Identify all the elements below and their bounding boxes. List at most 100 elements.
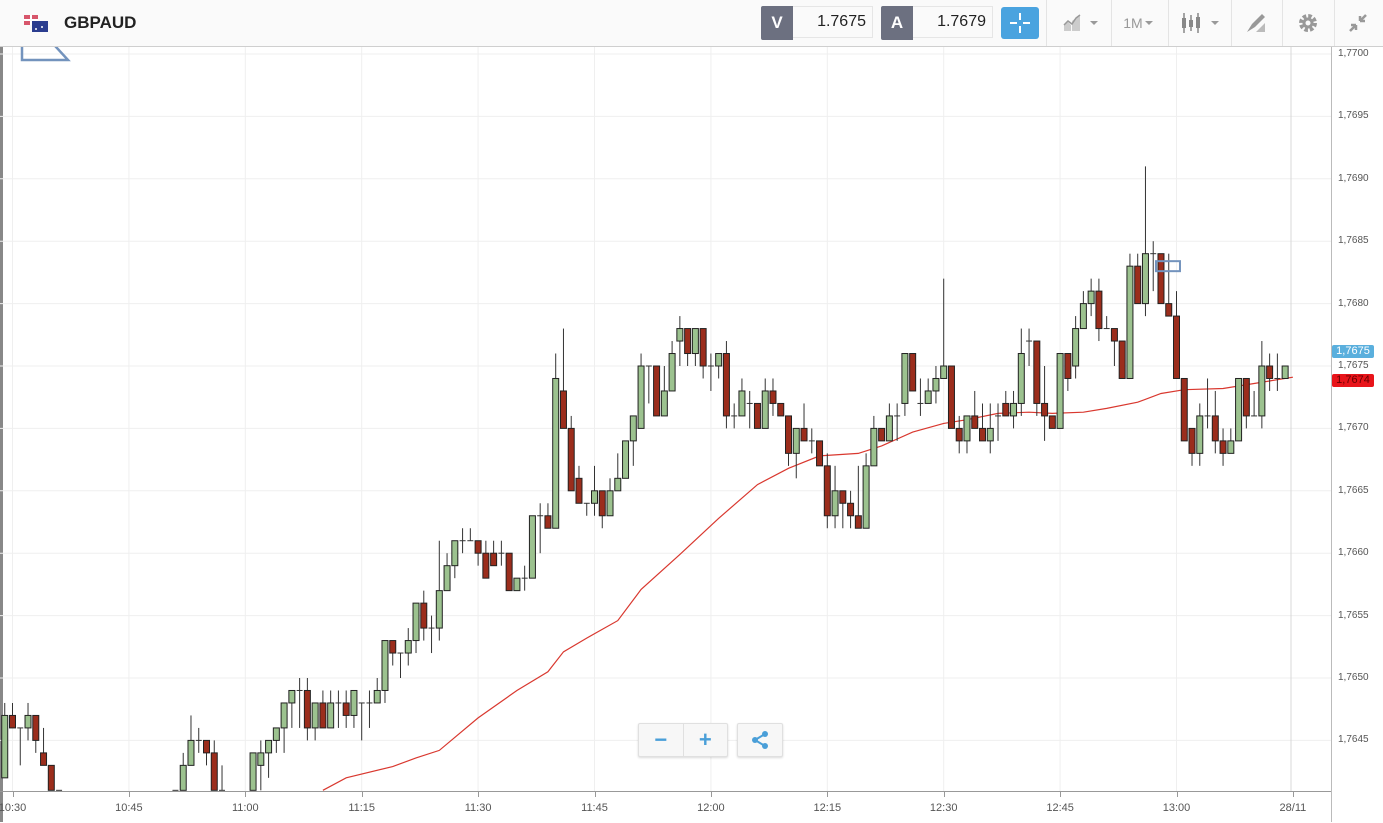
zoom-in-button[interactable]: +: [698, 727, 712, 752]
candle: [265, 739, 273, 778]
candle: [800, 403, 808, 442]
time-axis[interactable]: 10:30 10:45 11:00 11:15 11:30 11:45 12:00 12:15…: [0, 791, 1331, 823]
selection-marker[interactable]: [1154, 260, 1181, 273]
time-tick-label: 13:00: [1162, 802, 1191, 814]
draw-tool-button[interactable]: [1236, 0, 1276, 46]
candle-body: [722, 353, 730, 417]
candle: [381, 640, 389, 703]
candle-body: [839, 490, 847, 504]
candle-body: [272, 727, 280, 741]
candle: [676, 316, 684, 366]
candle-body: [955, 427, 963, 442]
time-tick-label: 12:15: [813, 802, 842, 814]
candlestick-chart[interactable]: [0, 47, 1331, 791]
candle-body: [1017, 353, 1025, 404]
candle-body: [1141, 253, 1149, 305]
candle-body: [699, 328, 707, 367]
candle: [482, 540, 490, 579]
zoom-out-button[interactable]: −: [639, 724, 684, 756]
candle-body: [1173, 315, 1180, 379]
candle: [606, 478, 614, 517]
candle-body: [288, 689, 296, 704]
ask-quote[interactable]: A 1.7679: [881, 6, 993, 40]
candle: [917, 378, 924, 416]
candle: [1134, 253, 1142, 305]
time-tick-label: 10:30: [0, 802, 27, 814]
bid-quote[interactable]: V 1.7675: [761, 6, 873, 40]
candle: [1227, 428, 1235, 454]
timeframe-dropdown[interactable]: 1M: [1113, 0, 1165, 46]
candle: [629, 415, 637, 466]
candle: [319, 690, 327, 729]
candle-body: [420, 602, 428, 629]
crosshair-button[interactable]: [1001, 7, 1039, 39]
candle: [1056, 353, 1064, 429]
collapse-button[interactable]: [1338, 0, 1378, 46]
candle-body: [637, 365, 645, 429]
candle: [924, 378, 932, 404]
candle: [668, 341, 676, 392]
candle: [1211, 390, 1219, 454]
candle-body: [1087, 290, 1095, 305]
candle: [1242, 377, 1250, 429]
candle: [24, 702, 32, 741]
candle-body: [567, 427, 575, 492]
candle-body: [404, 640, 412, 654]
time-tick-label: 11:15: [348, 802, 376, 814]
candle-body: [940, 365, 948, 379]
candle: [955, 415, 963, 454]
share-button[interactable]: [737, 723, 783, 757]
chart-type-button[interactable]: [1052, 0, 1108, 46]
price-tick-label: 1,7665: [1338, 484, 1369, 496]
candle: [847, 490, 855, 529]
candle: [1258, 341, 1266, 429]
candle-body: [1157, 253, 1165, 305]
candle: [746, 390, 753, 429]
candle: [195, 727, 202, 753]
candle: [699, 328, 707, 379]
time-tick: [245, 792, 247, 797]
candle-body: [210, 752, 218, 791]
candle-body: [528, 515, 536, 579]
candle-body: [350, 689, 358, 716]
candle-body: [203, 739, 210, 754]
candle: [731, 403, 738, 429]
price-tick-label: 1,7695: [1338, 110, 1369, 122]
candle-body: [257, 752, 265, 766]
candle: [831, 465, 839, 529]
candle: [591, 465, 598, 516]
candle-body: [1235, 377, 1243, 442]
settings-button[interactable]: [1288, 0, 1328, 46]
candle: [435, 540, 443, 641]
price-axis[interactable]: 1,7700 1,7695 1,7690 1,7685 1,7680 1,7675 1,76…: [1331, 47, 1383, 822]
candle: [1041, 366, 1049, 441]
timeframe-value: 1M: [1123, 15, 1143, 31]
candle: [870, 415, 878, 467]
candle-body: [963, 415, 971, 442]
candle: [1204, 378, 1211, 429]
candle-body: [885, 415, 893, 442]
candle: [792, 427, 800, 479]
candle-body: [800, 427, 808, 442]
candle: [443, 553, 451, 592]
chart-type-icon: [1063, 14, 1098, 31]
candle: [901, 353, 909, 416]
candle-body: [1180, 377, 1188, 442]
candle: [816, 440, 824, 467]
time-tick-label: 12:45: [1046, 802, 1074, 814]
candle: [397, 652, 404, 678]
candle: [575, 465, 583, 504]
zoom-controls: − +: [638, 723, 728, 757]
drawn-triangle-shape[interactable]: [20, 47, 71, 62]
candle: [1219, 428, 1227, 466]
time-tick: [594, 792, 596, 797]
collapse-icon: [1349, 14, 1367, 32]
candle: [1010, 390, 1018, 429]
candle: [1165, 253, 1173, 317]
candle: [373, 678, 381, 704]
time-tick-label: 11:30: [464, 802, 492, 814]
price-chart[interactable]: [0, 47, 1331, 791]
candle: [1126, 253, 1134, 379]
candle: [47, 764, 55, 791]
candle-style-button[interactable]: [1172, 0, 1228, 46]
